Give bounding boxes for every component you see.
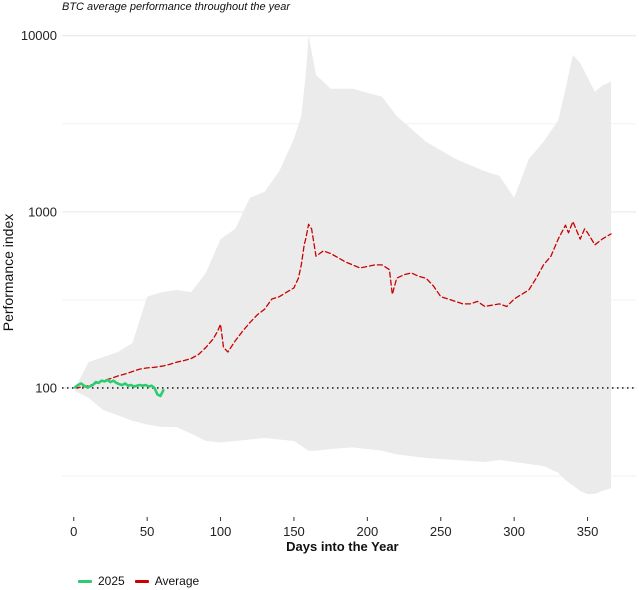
legend-label-2025: 2025 bbox=[98, 574, 125, 588]
x-tick-label: 100 bbox=[210, 524, 232, 539]
legend-item-average: Average bbox=[134, 574, 200, 588]
x-tick-label: 200 bbox=[356, 524, 378, 539]
y-tick-label: 1000 bbox=[28, 204, 57, 219]
x-tick-label: 350 bbox=[577, 524, 599, 539]
series-line-average bbox=[74, 220, 612, 389]
range-band-area bbox=[75, 35, 612, 495]
y-tick-label: 100 bbox=[35, 380, 57, 395]
range-band bbox=[75, 35, 612, 495]
x-tick-label: 50 bbox=[140, 524, 154, 539]
legend-item-2025: 2025 bbox=[78, 574, 125, 588]
series-layer bbox=[73, 220, 612, 398]
series-line-2025 bbox=[73, 378, 165, 398]
x-tick-label: 150 bbox=[283, 524, 305, 539]
chart-title: BTC average performance throughout the y… bbox=[62, 1, 291, 13]
legend: 2025 Average bbox=[78, 574, 209, 588]
legend-swatch-average bbox=[134, 579, 149, 583]
axes: 0 50 100 150 200 250 300 350 100 1000 10000 Days in… bbox=[0, 28, 598, 554]
legend-swatch-2025 bbox=[78, 579, 92, 583]
legend-label-average: Average bbox=[154, 574, 200, 588]
x-tick-label: 0 bbox=[70, 524, 77, 539]
x-tick-label: 250 bbox=[430, 524, 452, 539]
x-axis-label: Days into the Year bbox=[286, 539, 398, 554]
x-tick-label: 300 bbox=[503, 524, 525, 539]
y-axis-label: Performance index bbox=[0, 214, 16, 332]
y-tick-label: 10000 bbox=[21, 28, 57, 43]
